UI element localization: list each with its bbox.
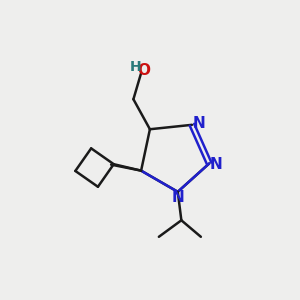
Text: N: N <box>192 116 205 131</box>
Text: N: N <box>171 190 184 205</box>
Text: N: N <box>209 158 222 172</box>
Text: O: O <box>137 63 150 78</box>
Text: H: H <box>130 60 141 74</box>
